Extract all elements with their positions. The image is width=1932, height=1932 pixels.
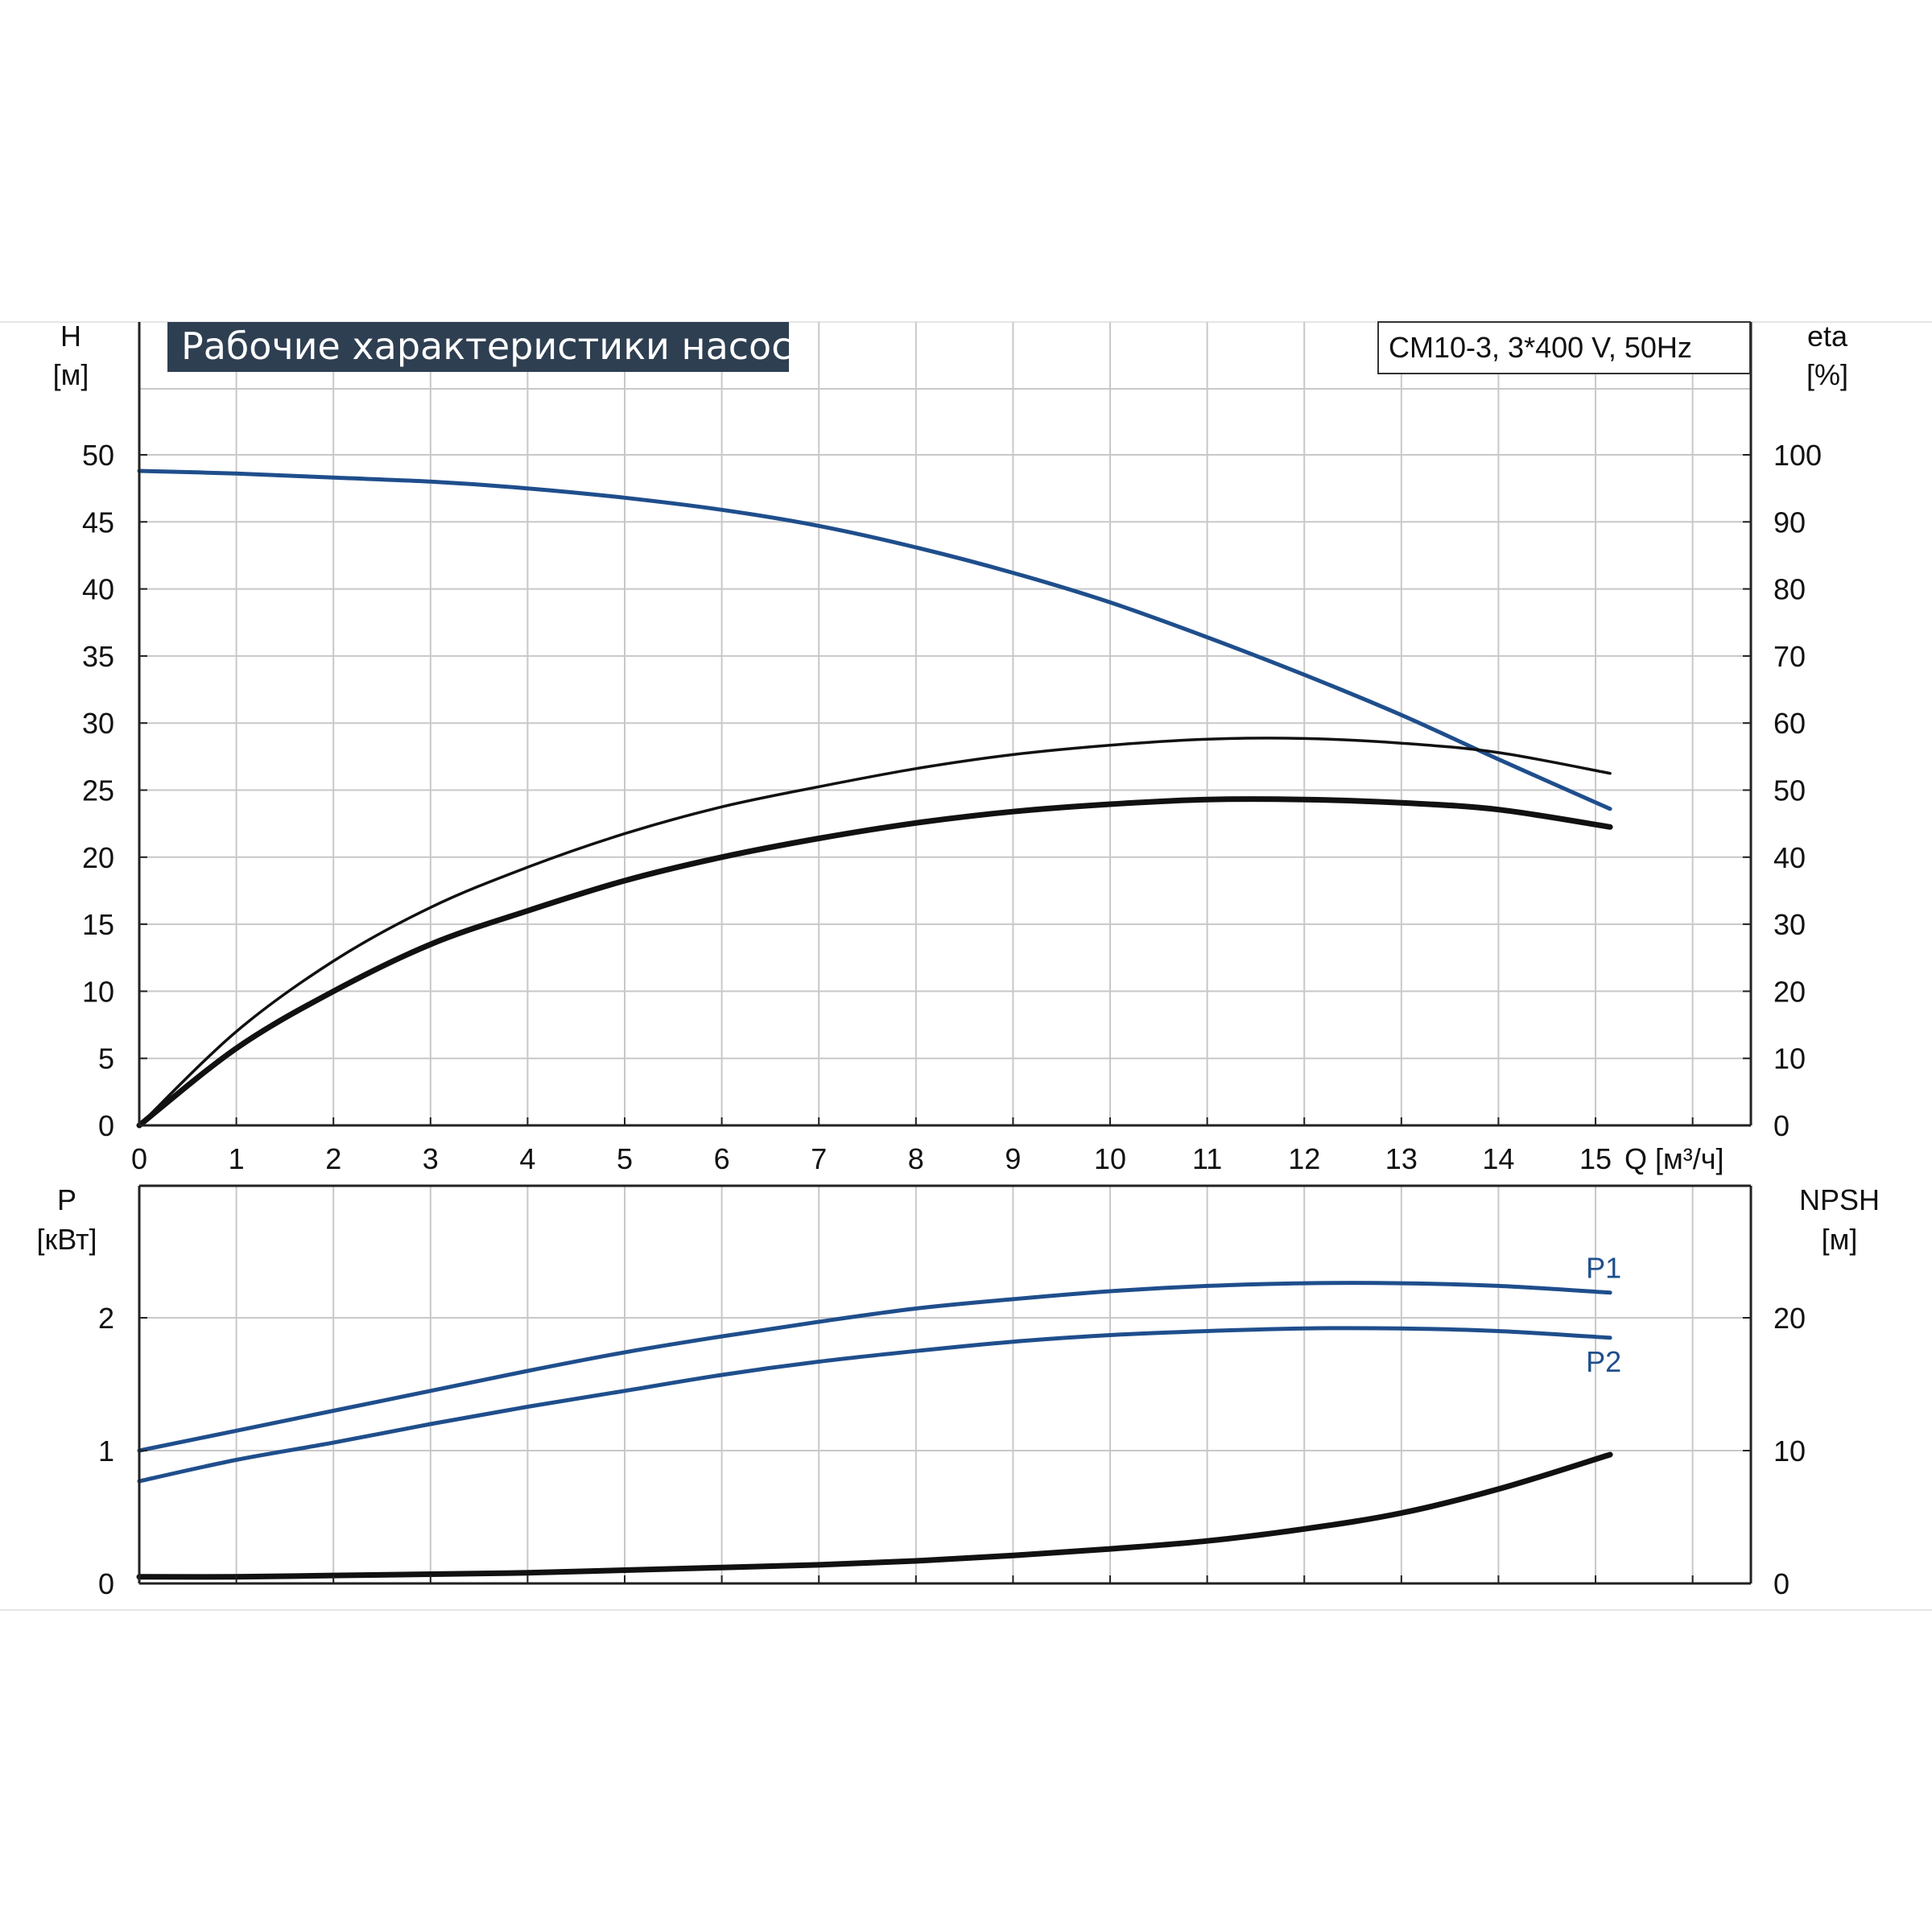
power-p1-curve [137, 1281, 1612, 1453]
y-tick-label-right: 80 [1773, 573, 1806, 606]
y-tick-label-left: 35 [82, 640, 114, 673]
p2-label: P2 [1586, 1345, 1621, 1378]
left-axis-unit: [м] [53, 358, 89, 391]
x-tick-label: 15 [1579, 1142, 1612, 1175]
y-tick-label-right: 0 [1773, 1567, 1790, 1600]
y-tick-label-left: 2 [98, 1302, 114, 1335]
y-tick-label-left: 0 [98, 1567, 114, 1600]
y-tick-label-left: 50 [82, 439, 114, 472]
head-curve [137, 469, 1612, 811]
y-tick-label-right: 90 [1773, 506, 1806, 539]
y-tick-label-right: 10 [1773, 1435, 1806, 1468]
y-tick-label-left: 20 [82, 841, 114, 874]
power-p2-curve [137, 1326, 1612, 1484]
y-tick-label-right: 60 [1773, 707, 1806, 740]
y-tick-label-left: 1 [98, 1435, 114, 1468]
left-axis-unit: [кВт] [36, 1223, 97, 1256]
right-axis-title: NPSH [1799, 1183, 1880, 1216]
left-axis-title: H [60, 320, 81, 353]
model-box [1377, 321, 1751, 374]
x-tick-label: 2 [325, 1142, 341, 1175]
x-tick-label: 9 [1005, 1142, 1021, 1175]
y-tick-label-left: 15 [82, 908, 114, 941]
y-tick-label-right: 30 [1773, 908, 1806, 941]
y-tick-label-right: 50 [1773, 774, 1806, 807]
x-tick-label: 13 [1385, 1142, 1418, 1175]
y-tick-label-left: 5 [98, 1042, 114, 1075]
y-tick-label-left: 40 [82, 573, 114, 606]
y-tick-label-right: 20 [1773, 1302, 1806, 1335]
y-tick-label-right: 10 [1773, 1042, 1806, 1075]
left-axis-title: P [57, 1183, 76, 1216]
right-axis-unit: [%] [1806, 358, 1848, 391]
y-tick-label-left: 10 [82, 975, 114, 1008]
y-tick-label-left: 0 [98, 1109, 114, 1142]
right-axis-unit: [м] [1822, 1223, 1858, 1256]
x-tick-label: 3 [423, 1142, 439, 1175]
x-tick-label: 10 [1094, 1142, 1126, 1175]
y-tick-label-left: 25 [82, 774, 114, 807]
model-label: CM10-3, 3*400 V, 50Hz [1389, 331, 1692, 364]
x-tick-label: 8 [908, 1142, 924, 1175]
efficiency-curve-bold [136, 796, 1613, 1129]
chart-title: Рабочие характеристики насоса [181, 324, 815, 368]
y-tick-label-right: 20 [1773, 975, 1806, 1008]
npsh-curve [136, 1451, 1613, 1580]
y-tick-label-right: 0 [1773, 1109, 1790, 1142]
efficiency-curve [138, 737, 1612, 1127]
x-tick-label: 11 [1192, 1142, 1222, 1175]
x-tick-label: 0 [131, 1142, 147, 1175]
y-tick-label-right: 40 [1773, 841, 1806, 874]
x-tick-label: 5 [617, 1142, 633, 1175]
x-tick-label: 4 [519, 1142, 535, 1175]
x-axis-label: Q [м³/ч] [1624, 1142, 1724, 1175]
y-tick-label-right: 70 [1773, 640, 1806, 673]
x-tick-label: 6 [714, 1142, 730, 1175]
y-tick-label-left: 45 [82, 506, 114, 539]
x-tick-label: 12 [1288, 1142, 1320, 1175]
p1-label: P1 [1586, 1252, 1621, 1285]
x-tick-label: 7 [811, 1142, 827, 1175]
right-axis-title: eta [1807, 320, 1848, 353]
title-background [167, 322, 789, 372]
y-tick-label-left: 30 [82, 707, 114, 740]
x-tick-label: 14 [1482, 1142, 1514, 1175]
x-tick-label: 1 [229, 1142, 245, 1175]
y-tick-label-right: 100 [1773, 439, 1822, 472]
